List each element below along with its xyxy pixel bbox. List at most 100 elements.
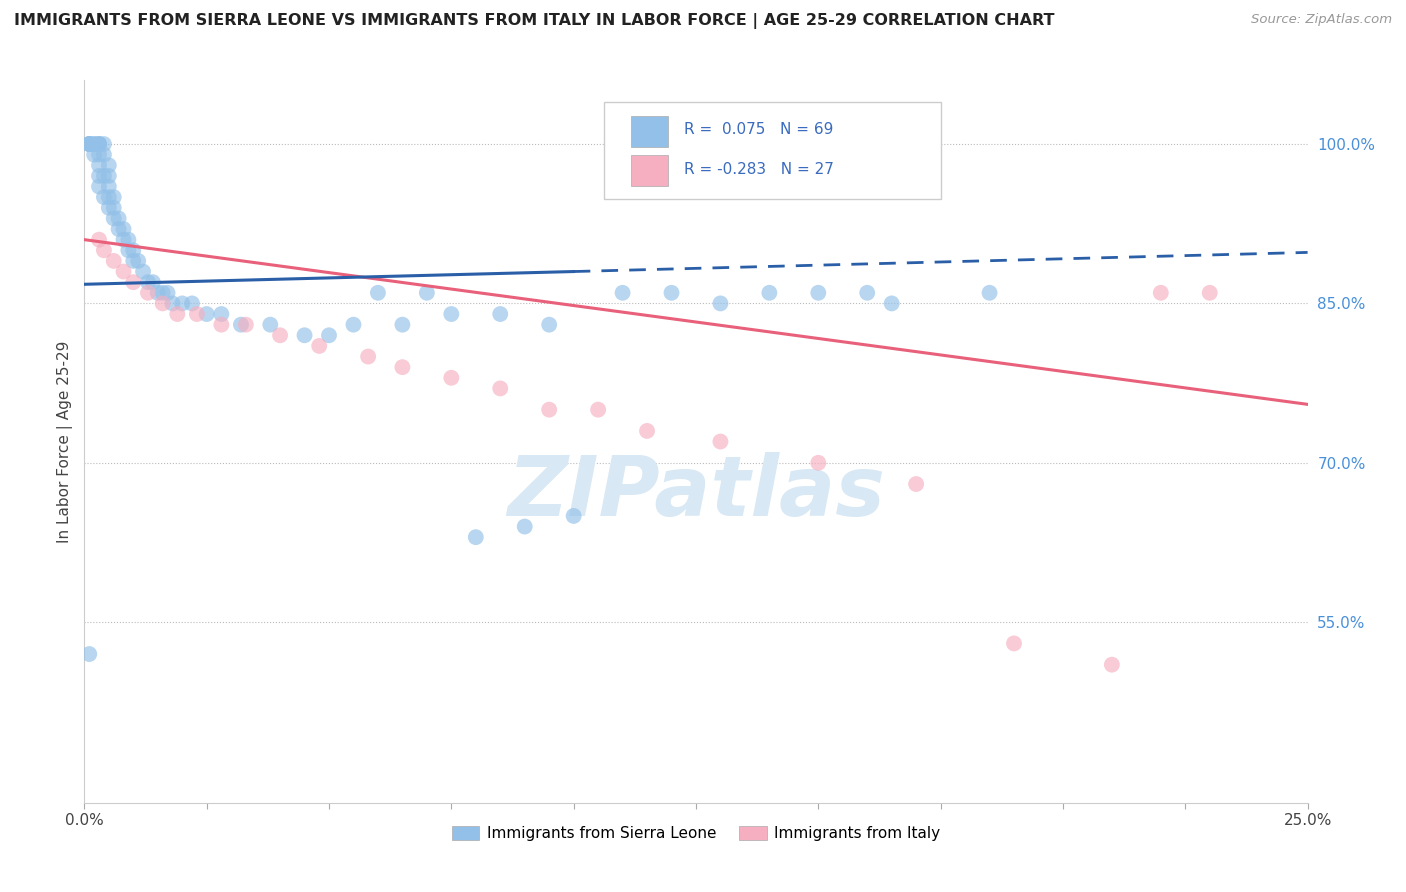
Point	[636, 424, 658, 438]
Point	[172, 296, 194, 310]
Point	[162, 296, 184, 310]
Point	[97, 179, 120, 194]
Point	[93, 190, 115, 204]
Point	[83, 136, 105, 151]
Point	[87, 169, 110, 183]
Point	[209, 318, 232, 332]
Point	[979, 285, 1001, 300]
Point	[93, 136, 115, 151]
Point	[235, 318, 257, 332]
Text: IMMIGRANTS FROM SIERRA LEONE VS IMMIGRANTS FROM ITALY IN LABOR FORCE | AGE 25-29: IMMIGRANTS FROM SIERRA LEONE VS IMMIGRAN…	[14, 13, 1054, 29]
Point	[93, 244, 115, 258]
Point	[97, 190, 120, 204]
Point	[464, 530, 486, 544]
Point	[97, 158, 120, 172]
Point	[136, 285, 159, 300]
Point	[357, 350, 380, 364]
Point	[209, 307, 232, 321]
Point	[181, 296, 204, 310]
Point	[538, 318, 561, 332]
Point	[186, 307, 208, 321]
Point	[259, 318, 281, 332]
Point	[132, 264, 155, 278]
Point	[77, 136, 100, 151]
FancyBboxPatch shape	[605, 102, 941, 200]
Point	[87, 136, 110, 151]
Point	[166, 307, 188, 321]
Point	[107, 222, 129, 236]
Point	[93, 147, 115, 161]
Point	[87, 233, 110, 247]
Point	[122, 244, 145, 258]
Point	[807, 456, 830, 470]
Text: ZIPatlas: ZIPatlas	[508, 451, 884, 533]
Bar	[631, 116, 668, 146]
Point	[83, 147, 105, 161]
Point	[87, 136, 110, 151]
Point	[709, 296, 731, 310]
Point	[440, 371, 463, 385]
Point	[146, 285, 169, 300]
Point	[127, 254, 149, 268]
Point	[856, 285, 879, 300]
Point	[416, 285, 439, 300]
Point	[391, 318, 413, 332]
Point	[905, 477, 928, 491]
Point	[103, 190, 125, 204]
Point	[93, 169, 115, 183]
Text: Source: ZipAtlas.com: Source: ZipAtlas.com	[1251, 13, 1392, 27]
Point	[83, 136, 105, 151]
Point	[269, 328, 291, 343]
Point	[489, 381, 512, 395]
Point	[562, 508, 585, 523]
Point	[391, 360, 413, 375]
Point	[661, 285, 683, 300]
Point	[195, 307, 218, 321]
Point	[489, 307, 512, 321]
Point	[318, 328, 340, 343]
Point	[77, 136, 100, 151]
Point	[87, 179, 110, 194]
Point	[1002, 636, 1025, 650]
Point	[77, 136, 100, 151]
Point	[112, 233, 135, 247]
Point	[122, 275, 145, 289]
Point	[308, 339, 330, 353]
Point	[229, 318, 252, 332]
Point	[87, 136, 110, 151]
Point	[1198, 285, 1220, 300]
Point	[107, 211, 129, 226]
Legend: Immigrants from Sierra Leone, Immigrants from Italy: Immigrants from Sierra Leone, Immigrants…	[446, 820, 946, 847]
Point	[87, 147, 110, 161]
Point	[77, 647, 100, 661]
Point	[122, 254, 145, 268]
Point	[807, 285, 830, 300]
Point	[367, 285, 389, 300]
Y-axis label: In Labor Force | Age 25-29: In Labor Force | Age 25-29	[58, 341, 73, 542]
Point	[538, 402, 561, 417]
Point	[758, 285, 780, 300]
Point	[294, 328, 316, 343]
Point	[142, 275, 165, 289]
Point	[117, 244, 139, 258]
Point	[880, 296, 903, 310]
Point	[1101, 657, 1123, 672]
Point	[513, 519, 536, 533]
Point	[152, 285, 174, 300]
Point	[586, 402, 609, 417]
Point	[87, 158, 110, 172]
Point	[136, 275, 159, 289]
Point	[103, 254, 125, 268]
Point	[103, 201, 125, 215]
Point	[156, 285, 179, 300]
Bar	[631, 155, 668, 186]
Point	[709, 434, 731, 449]
Point	[342, 318, 364, 332]
Point	[612, 285, 634, 300]
Point	[112, 264, 135, 278]
Point	[1150, 285, 1173, 300]
Point	[112, 222, 135, 236]
Point	[440, 307, 463, 321]
Text: R =  0.075   N = 69: R = 0.075 N = 69	[683, 122, 834, 137]
Point	[117, 233, 139, 247]
